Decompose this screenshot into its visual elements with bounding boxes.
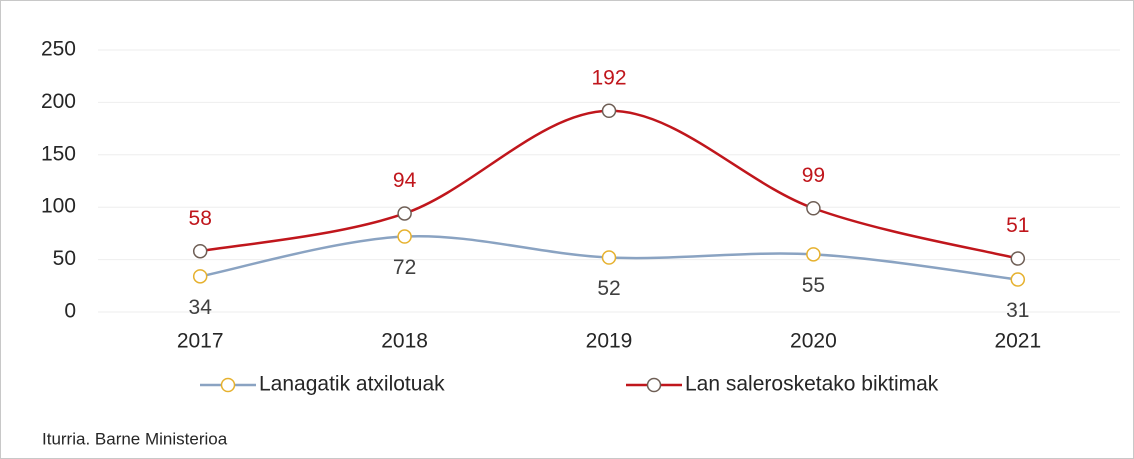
legend-marker (646, 377, 662, 393)
source-note: Iturria. Barne Ministerioa (42, 429, 228, 448)
data-label: 58 (189, 207, 212, 230)
y-tick-label: 150 (41, 142, 76, 165)
data-point (192, 269, 208, 284)
data-point (1010, 272, 1026, 287)
y-tick-label: 200 (41, 90, 76, 113)
x-tick-label: 2020 (790, 330, 837, 353)
x-tick-label: 2017 (177, 330, 224, 353)
legend-label: Lan salerosketako biktimak (685, 373, 939, 396)
data-label: 34 (189, 296, 213, 319)
data-label: 94 (393, 169, 417, 192)
data-label: 51 (1006, 214, 1029, 237)
x-tick-label: 2018 (381, 330, 428, 353)
data-point (806, 247, 821, 262)
data-point (1010, 251, 1026, 266)
y-tick-label: 250 (41, 38, 76, 61)
data-label: 99 (802, 164, 825, 187)
data-point (192, 243, 208, 259)
legend-label: Lanagatik atxilotuak (259, 373, 445, 396)
y-tick-label: 50 (53, 247, 76, 270)
data-point (397, 206, 412, 221)
data-label: 192 (591, 66, 626, 89)
data-point (601, 250, 617, 265)
data-point (397, 229, 412, 244)
data-point (806, 200, 821, 216)
x-tick-label: 2021 (994, 330, 1041, 353)
data-label: 52 (597, 277, 620, 300)
y-tick-label: 0 (64, 300, 76, 323)
legend-marker (220, 377, 236, 393)
data-point (601, 103, 617, 119)
y-tick-label: 100 (41, 195, 76, 218)
data-label: 72 (393, 256, 416, 279)
data-label: 31 (1006, 299, 1029, 322)
x-tick-label: 2019 (586, 330, 633, 353)
data-label: 55 (802, 274, 825, 297)
